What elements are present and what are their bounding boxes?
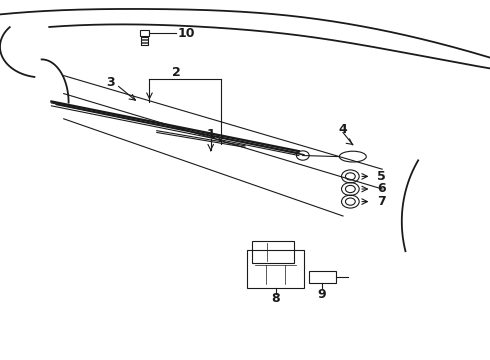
Text: 10: 10 bbox=[177, 27, 195, 40]
Bar bbox=[141, 37, 148, 45]
Bar bbox=[140, 30, 149, 36]
Text: 2: 2 bbox=[172, 66, 181, 79]
Text: 8: 8 bbox=[271, 292, 280, 305]
Text: 5: 5 bbox=[377, 170, 386, 183]
Bar bbox=[252, 241, 294, 263]
Text: 4: 4 bbox=[339, 123, 347, 136]
Bar bbox=[247, 250, 304, 288]
Bar bbox=[309, 271, 336, 283]
Text: 3: 3 bbox=[106, 76, 115, 89]
Text: 9: 9 bbox=[318, 288, 326, 301]
Text: 7: 7 bbox=[377, 195, 386, 208]
Text: 1: 1 bbox=[206, 129, 215, 141]
Text: 6: 6 bbox=[377, 183, 386, 195]
